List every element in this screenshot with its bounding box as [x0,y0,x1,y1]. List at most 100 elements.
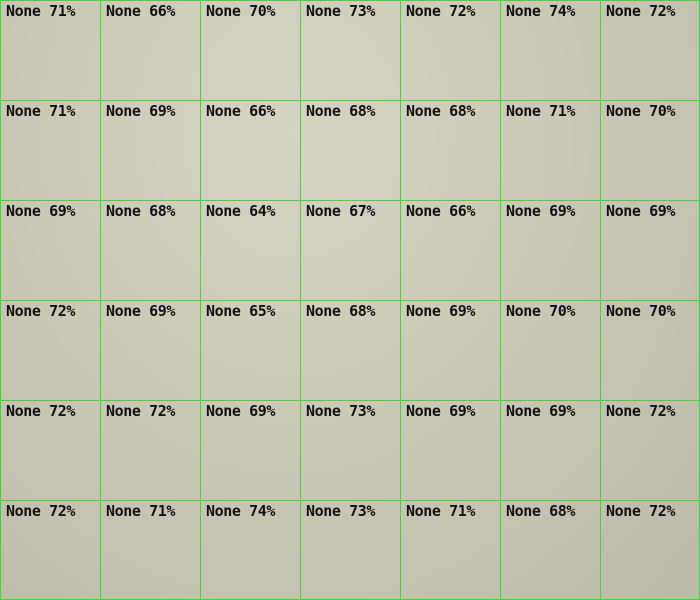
cell-confidence-score: 69% [649,202,676,220]
cell-class-label: None [506,202,541,220]
grid-cell[interactable]: None 72% [100,400,200,500]
cell-caption: None 72% [106,403,175,420]
cell-class-label: None [506,102,541,120]
grid-cell[interactable]: None 66% [200,100,300,200]
grid-cell[interactable]: None 68% [500,500,600,600]
cell-confidence-score: 72% [649,502,676,520]
grid-cell[interactable]: None 72% [0,400,100,500]
cell-confidence-score: 68% [349,102,376,120]
cell-caption: None 71% [106,503,175,520]
grid-cell[interactable]: None 64% [200,200,300,300]
cell-caption: None 68% [506,503,575,520]
grid-cell[interactable]: None 68% [100,200,200,300]
cell-class-label: None [306,302,341,320]
grid-cell[interactable]: None 73% [300,400,400,500]
cell-caption: None 68% [306,103,375,120]
grid-cell[interactable]: None 70% [200,0,300,100]
grid-cell[interactable]: None 69% [100,300,200,400]
cell-caption: None 67% [306,203,375,220]
grid-cell[interactable]: None 67% [300,200,400,300]
cell-confidence-score: 69% [149,102,176,120]
cell-caption: None 71% [6,103,75,120]
cell-class-label: None [406,202,441,220]
cell-caption: None 70% [206,3,275,20]
cell-confidence-score: 70% [549,302,576,320]
cell-confidence-score: 71% [49,2,76,20]
cell-class-label: None [406,502,441,520]
grid-cell[interactable]: None 71% [0,0,100,100]
grid-cell[interactable]: None 72% [600,400,700,500]
grid-cell[interactable]: None 72% [0,500,100,600]
grid-cell[interactable]: None 73% [300,500,400,600]
cell-class-label: None [106,302,141,320]
cell-confidence-score: 69% [549,202,576,220]
cell-caption: None 69% [106,303,175,320]
cell-confidence-score: 72% [49,502,76,520]
grid-cell[interactable]: None 74% [200,500,300,600]
cell-class-label: None [206,302,241,320]
grid-cell[interactable]: None 69% [500,400,600,500]
cell-class-label: None [306,402,341,420]
cell-caption: None 73% [306,3,375,20]
grid-cell[interactable]: None 71% [0,100,100,200]
cell-confidence-score: 71% [449,502,476,520]
cell-class-label: None [6,502,41,520]
cell-confidence-score: 69% [149,302,176,320]
cell-confidence-score: 69% [49,202,76,220]
cell-class-label: None [206,402,241,420]
cell-confidence-score: 65% [249,302,276,320]
cell-confidence-score: 72% [449,2,476,20]
cell-confidence-score: 68% [149,202,176,220]
cell-confidence-score: 66% [149,2,176,20]
cell-confidence-score: 70% [649,302,676,320]
grid-cell[interactable]: None 69% [400,300,500,400]
grid-cell[interactable]: None 71% [400,500,500,600]
cell-confidence-score: 69% [249,402,276,420]
grid-cell[interactable]: None 69% [0,200,100,300]
cell-caption: None 69% [206,403,275,420]
cell-caption: None 72% [406,3,475,20]
cell-caption: None 72% [606,503,675,520]
grid-cell[interactable]: None 68% [300,100,400,200]
cell-caption: None 69% [506,403,575,420]
cell-caption: None 71% [6,3,75,20]
grid-cell[interactable]: None 73% [300,0,400,100]
cell-confidence-score: 72% [149,402,176,420]
cell-caption: None 74% [506,3,575,20]
grid-cell[interactable]: None 72% [400,0,500,100]
grid-cell[interactable]: None 69% [400,400,500,500]
grid-cell[interactable]: None 66% [400,200,500,300]
grid-cell[interactable]: None 71% [500,100,600,200]
cell-class-label: None [406,102,441,120]
grid-cell[interactable]: None 69% [100,100,200,200]
grid-cell[interactable]: None 69% [600,200,700,300]
cell-caption: None 74% [206,503,275,520]
grid-cell[interactable]: None 68% [300,300,400,400]
cell-caption: None 66% [206,103,275,120]
grid-cell[interactable]: None 65% [200,300,300,400]
cell-confidence-score: 73% [349,502,376,520]
cell-class-label: None [206,2,241,20]
grid-cell[interactable]: None 71% [100,500,200,600]
grid-cell[interactable]: None 70% [600,300,700,400]
cell-class-label: None [106,502,141,520]
cell-caption: None 66% [106,3,175,20]
cell-confidence-score: 73% [349,2,376,20]
grid-cell[interactable]: None 68% [400,100,500,200]
cell-confidence-score: 68% [449,102,476,120]
cell-caption: None 72% [606,403,675,420]
grid-cell[interactable]: None 72% [600,0,700,100]
cell-caption: None 72% [606,3,675,20]
grid-cell[interactable]: None 74% [500,0,600,100]
grid-cell[interactable]: None 72% [600,500,700,600]
cell-caption: None 70% [506,303,575,320]
cell-caption: None 71% [406,503,475,520]
grid-cell[interactable]: None 70% [600,100,700,200]
grid-cell[interactable]: None 72% [0,300,100,400]
grid-cell[interactable]: None 69% [200,400,300,500]
grid-cell[interactable]: None 69% [500,200,600,300]
cell-class-label: None [506,402,541,420]
grid-cell[interactable]: None 66% [100,0,200,100]
grid-cell[interactable]: None 70% [500,300,600,400]
